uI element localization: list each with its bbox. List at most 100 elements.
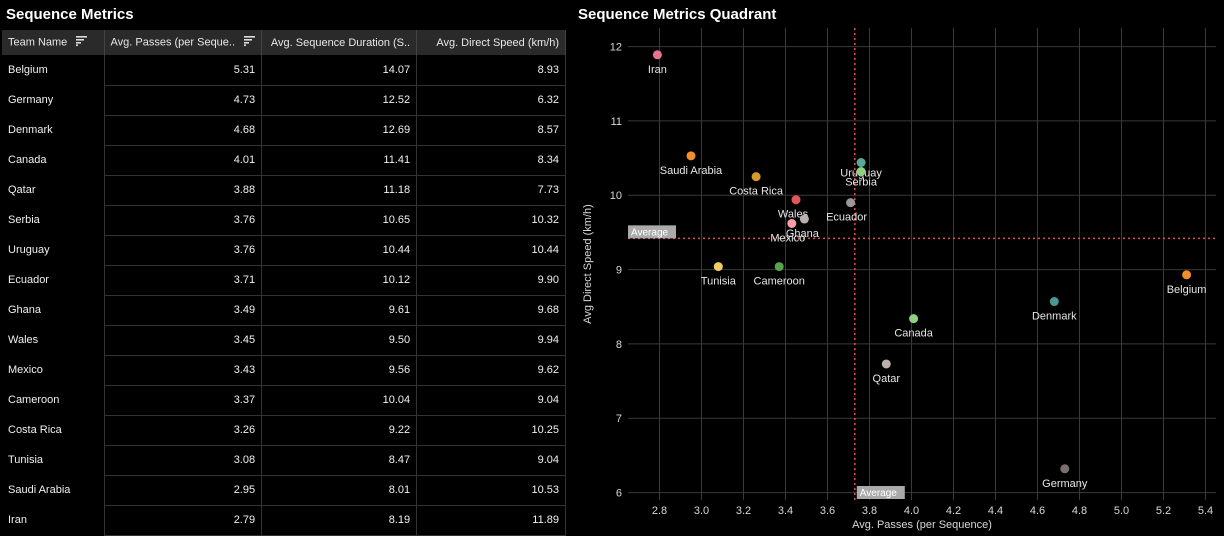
sequence-metrics-panel: Sequence Metrics Team Name Avg. Passes (…: [0, 0, 566, 536]
speed-cell: 11.89: [416, 505, 566, 536]
table-body: Belgium 5.31 14.07 8.93 Germany 4.73 12.52 6.3…: [2, 55, 566, 536]
table-row[interactable]: Canada 4.01 11.41 8.34: [2, 145, 566, 176]
scatter-point: [751, 172, 761, 182]
x-tick-label: 4.6: [1030, 505, 1045, 517]
point-label: Ecuador: [826, 212, 867, 224]
sort-icon[interactable]: [244, 36, 256, 49]
scatter-point: [799, 214, 809, 224]
point-label: Qatar: [873, 373, 901, 385]
point-label: Canada: [894, 328, 933, 340]
point-label: Mexico: [770, 232, 805, 244]
table-title: Sequence Metrics: [6, 6, 134, 23]
x-axis-label: Avg. Passes (per Sequence): [852, 519, 992, 531]
x-tick-label: 3.8: [862, 505, 877, 517]
table-row[interactable]: Germany 4.73 12.52 6.32: [2, 85, 566, 116]
team-name-cell: Ecuador: [2, 265, 105, 295]
table-row[interactable]: Iran 2.79 8.19 11.89: [2, 505, 566, 536]
duration-cell: 12.52: [261, 85, 418, 116]
chart-title: Sequence Metrics Quadrant: [578, 6, 777, 23]
column-header-team-name[interactable]: Team Name: [2, 30, 105, 55]
x-tick-label: 5.4: [1198, 505, 1213, 517]
passes-cell: 2.79: [104, 505, 263, 536]
duration-cell: 14.07: [261, 55, 418, 86]
scatter-point: [1049, 297, 1059, 307]
duration-cell: 8.19: [261, 505, 418, 536]
table-row[interactable]: Ecuador 3.71 10.12 9.90: [2, 265, 566, 296]
team-name-cell: Germany: [2, 85, 105, 115]
average-y-label: Average: [631, 227, 669, 238]
scatter-point: [881, 359, 891, 369]
speed-cell: 6.32: [416, 85, 566, 116]
duration-cell: 11.18: [261, 175, 418, 206]
passes-cell: 3.45: [104, 325, 263, 356]
passes-cell: 3.49: [104, 295, 263, 326]
team-name-cell: Mexico: [2, 355, 105, 385]
x-tick-label: 3.4: [778, 505, 793, 517]
column-header-avg-speed[interactable]: Avg. Direct Speed (km/h): [416, 30, 566, 55]
scatter-point: [856, 166, 866, 176]
table-row[interactable]: Ghana 3.49 9.61 9.68: [2, 295, 566, 326]
column-header-avg-passes[interactable]: Avg. Passes (per Seque..: [104, 30, 263, 55]
table-row[interactable]: Denmark 4.68 12.69 8.57: [2, 115, 566, 146]
average-x-label: Average: [860, 488, 898, 499]
duration-cell: 10.65: [261, 205, 418, 236]
duration-cell: 12.69: [261, 115, 418, 146]
passes-cell: 4.73: [104, 85, 263, 116]
column-header-avg-duration[interactable]: Avg. Sequence Duration (S..: [261, 30, 418, 55]
duration-cell: 8.47: [261, 445, 418, 476]
y-tick-label: 12: [610, 42, 622, 54]
x-tick-label: 3.6: [820, 505, 835, 517]
table-header-row: Team Name Avg. Passes (per Seque.. Avg. …: [2, 30, 566, 55]
metrics-table: Team Name Avg. Passes (per Seque.. Avg. …: [2, 30, 566, 536]
speed-cell: 9.94: [416, 325, 566, 356]
speed-cell: 9.04: [416, 385, 566, 416]
passes-cell: 3.76: [104, 205, 263, 236]
point-label: Ghana: [786, 228, 820, 240]
y-tick-label: 6: [616, 488, 622, 500]
y-tick-label: 7: [616, 413, 622, 425]
duration-cell: 11.41: [261, 145, 418, 176]
passes-cell: 3.26: [104, 415, 263, 446]
x-tick-label: 2.8: [652, 505, 667, 517]
duration-cell: 9.56: [261, 355, 418, 386]
table-row[interactable]: Serbia 3.76 10.65 10.32: [2, 205, 566, 236]
table-row[interactable]: Mexico 3.43 9.56 9.62: [2, 355, 566, 386]
team-name-cell: Wales: [2, 325, 105, 355]
speed-cell: 10.53: [416, 475, 566, 506]
table-row[interactable]: Belgium 5.31 14.07 8.93: [2, 55, 566, 86]
team-name-cell: Ghana: [2, 295, 105, 325]
scatter-point: [774, 262, 784, 272]
point-label: Tunisia: [701, 276, 737, 288]
speed-cell: 8.57: [416, 115, 566, 146]
y-tick-label: 11: [611, 116, 622, 128]
x-tick-label: 5.0: [1114, 505, 1129, 517]
speed-cell: 9.90: [416, 265, 566, 296]
point-label: Germany: [1042, 478, 1088, 490]
table-row[interactable]: Saudi Arabia 2.95 8.01 10.53: [2, 475, 566, 506]
table-row[interactable]: Qatar 3.88 11.18 7.73: [2, 175, 566, 206]
passes-cell: 3.88: [104, 175, 263, 206]
scatter-point: [713, 262, 723, 272]
duration-cell: 9.50: [261, 325, 418, 356]
x-tick-label: 4.4: [988, 505, 1003, 517]
point-label: Cameroon: [754, 276, 805, 288]
quadrant-chart: 2.8 3.0 3.2 3.4 3.6 3.8 4.0 4.2 4.4 4.6 4.8 5.0 5.2 5…: [582, 28, 1216, 531]
passes-cell: 3.43: [104, 355, 263, 386]
table-row[interactable]: Uruguay 3.76 10.44 10.44: [2, 235, 566, 266]
passes-cell: 5.31: [104, 55, 263, 86]
x-tick-label: 3.0: [694, 505, 709, 517]
scatter-point: [856, 158, 866, 168]
x-tick-label: 4.2: [946, 505, 961, 517]
y-tick-label: 9: [616, 265, 622, 277]
x-tick-label: 4.0: [904, 505, 919, 517]
y-tick-label: 8: [616, 339, 622, 351]
scatter-point: [652, 50, 662, 60]
table-row[interactable]: Costa Rica 3.26 9.22 10.25: [2, 415, 566, 446]
table-row[interactable]: Wales 3.45 9.50 9.94: [2, 325, 566, 356]
passes-cell: 3.76: [104, 235, 263, 266]
speed-cell: 10.25: [416, 415, 566, 446]
table-row[interactable]: Cameroon 3.37 10.04 9.04: [2, 385, 566, 416]
point-label: Saudi Arabia: [660, 165, 723, 177]
sort-icon[interactable]: [76, 36, 88, 49]
table-row[interactable]: Tunisia 3.08 8.47 9.04: [2, 445, 566, 476]
